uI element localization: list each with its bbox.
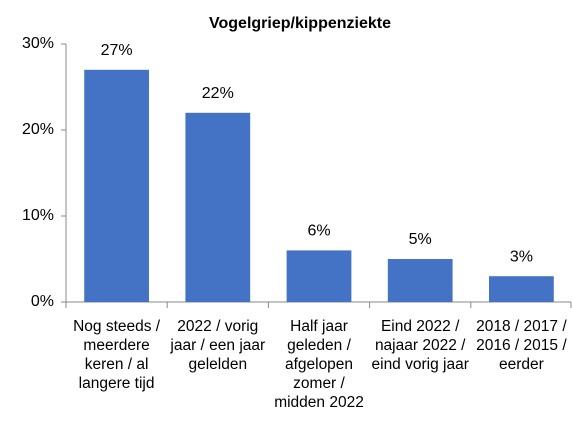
- y-tick-label: 30%: [22, 35, 54, 52]
- bar: [286, 250, 352, 302]
- y-tick-label: 10%: [22, 207, 54, 224]
- bar: [84, 69, 149, 302]
- x-tick-label: Eind 2022 / najaar 2022 / eind vorig jaa…: [371, 318, 469, 373]
- value-label: 27%: [101, 42, 133, 59]
- x-tick-label: Nog steeds / meerdere keren / al langere…: [73, 318, 161, 392]
- bar: [387, 259, 453, 302]
- x-tick-label: 2018 / 2017 / 2016 / 2015 / eerder: [476, 318, 567, 373]
- y-tick-label: 0%: [31, 293, 54, 310]
- x-tick-label: 2022 / vorig jaar / een jaar gelelden: [170, 318, 266, 373]
- x-tick-label: Half jaar geleden / afgelopen zomer / mi…: [274, 318, 364, 411]
- value-label: 22%: [202, 85, 234, 102]
- value-label: 3%: [510, 248, 533, 265]
- y-tick-label: 20%: [22, 121, 54, 138]
- bar: [489, 276, 554, 302]
- bar: [185, 112, 251, 302]
- chart-title: Vogelgriep/kippenziekte: [209, 15, 391, 32]
- value-label: 5%: [409, 231, 432, 248]
- value-label: 6%: [307, 223, 330, 240]
